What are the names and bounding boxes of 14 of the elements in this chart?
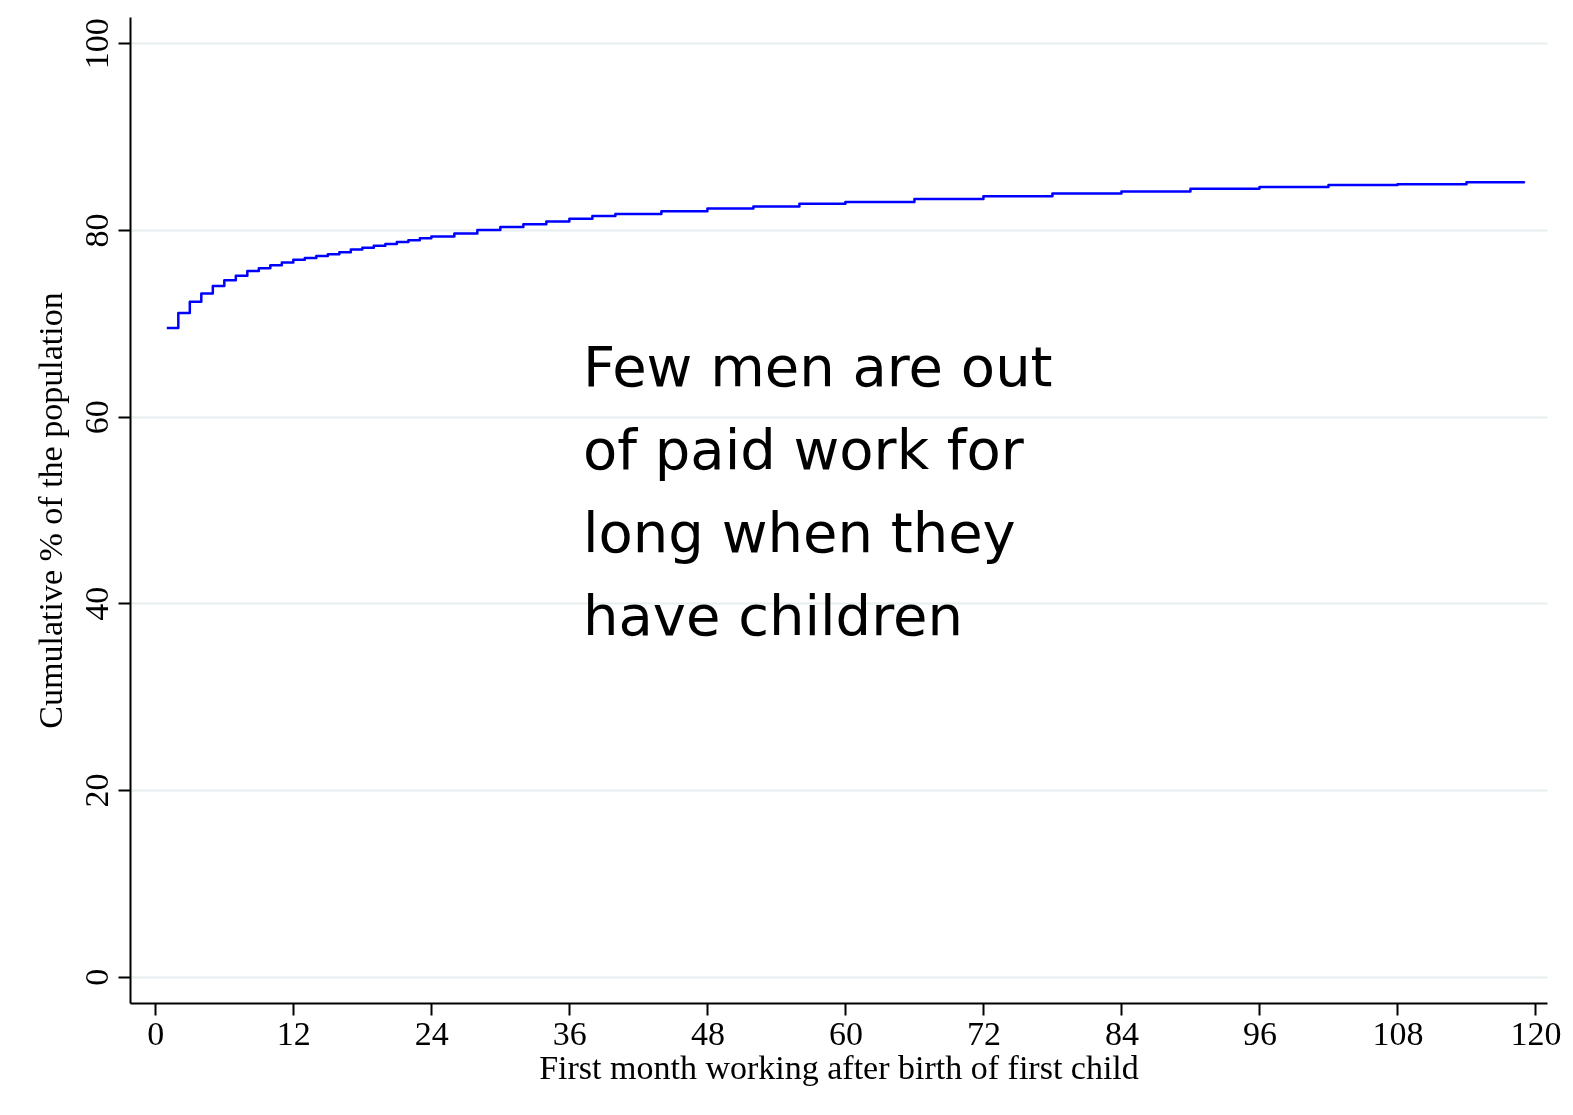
x-tick-label: 96 xyxy=(1242,1014,1277,1052)
x-tick-label: 120 xyxy=(1510,1014,1562,1052)
y-tick-label: 80 xyxy=(77,213,115,248)
y-tick-label: 40 xyxy=(77,586,115,621)
y-tick-label: 100 xyxy=(77,18,115,70)
y-axis-title: Cumulative % of the population xyxy=(31,292,69,729)
y-tick-label: 60 xyxy=(77,400,115,435)
y-tick-label: 0 xyxy=(77,968,115,986)
x-tick-label: 108 xyxy=(1372,1014,1424,1052)
x-tick-label: 0 xyxy=(147,1014,165,1052)
annotation: Few men are out of paid work for long when they have children xyxy=(583,334,1053,648)
x-tick-label: 24 xyxy=(414,1014,449,1052)
x-tick-label: 12 xyxy=(276,1014,311,1052)
y-tick-label: 20 xyxy=(77,773,115,808)
